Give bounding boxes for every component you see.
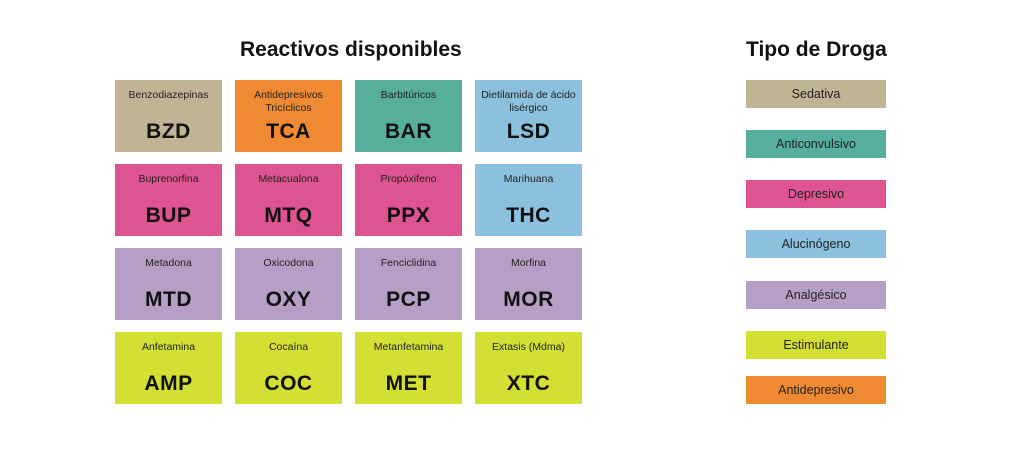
reagent-code: BZD <box>146 120 191 143</box>
reagent-cell-lsd: Dietilamida de ácido lisérgico LSD <box>475 80 582 152</box>
reagent-code: PPX <box>386 204 431 227</box>
reagent-code: OXY <box>265 288 312 311</box>
legend-item-antidepresivo: Antidepresivo <box>746 376 886 404</box>
reagent-code: MTQ <box>264 204 313 227</box>
reagent-cell-bup: Buprenorfina BUP <box>115 164 222 236</box>
reagent-code: LSD <box>506 120 551 143</box>
reagent-cell-met: Metanfetamina MET <box>355 332 462 404</box>
reagent-cell-coc: Cocaína COC <box>235 332 342 404</box>
legend-item-alucinogeno: Alucinógeno <box>746 230 886 258</box>
reagent-code: MOR <box>503 288 554 311</box>
reagent-cell-mtd: Metadona MTD <box>115 248 222 320</box>
reagent-name: Propóxifeno <box>380 173 437 185</box>
legend-item-anticonvulsivo: Anticonvulsivo <box>746 130 886 158</box>
reagent-code: PCP <box>386 288 431 311</box>
reagent-code: MTD <box>145 288 192 311</box>
reagent-cell-mtq: Metacualona MTQ <box>235 164 342 236</box>
reagent-name: Antidepresivos Tricíclicos <box>254 89 323 114</box>
reagent-name: Fenciclidina <box>380 257 437 269</box>
reagent-cell-tca: Antidepresivos Tricíclicos TCA <box>235 80 342 152</box>
reagent-name: Metacualona <box>258 173 319 185</box>
reagent-name: Metadona <box>145 257 192 269</box>
reagent-cell-bar: Barbitúricos BAR <box>355 80 462 152</box>
reagent-cell-mor: Morfina MOR <box>475 248 582 320</box>
legend-item-analgesico: Analgésico <box>746 281 886 309</box>
reagent-name: Buprenorfina <box>138 173 199 185</box>
reagent-name: Metanfetamina <box>373 341 444 353</box>
legend-item-estimulante: Estimulante <box>746 331 886 359</box>
reagent-code: XTC <box>506 372 551 395</box>
reagent-code: TCA <box>266 120 311 143</box>
reactivos-title: Reactivos disponibles <box>240 38 462 61</box>
reagent-cell-ppx: Propóxifeno PPX <box>355 164 462 236</box>
reagent-code: COC <box>264 372 313 395</box>
reagent-name: Anfetamina <box>141 341 196 353</box>
reagent-code: AMP <box>144 372 193 395</box>
reagent-code: MET <box>385 372 432 395</box>
reagent-code: BUP <box>145 204 192 227</box>
reagent-name: Benzodiazepinas <box>128 89 209 101</box>
legend-item-sedativa: Sedativa <box>746 80 886 108</box>
reagent-code: BAR <box>385 120 432 143</box>
reagent-name: Barbitúricos <box>380 89 437 101</box>
reagent-cell-thc: Marihuana THC <box>475 164 582 236</box>
reagent-cell-bzd: Benzodiazepinas BZD <box>115 80 222 152</box>
reagent-name: Cocaína <box>268 341 309 353</box>
reagent-name: Extasis (Mdma) <box>492 341 565 353</box>
legend-item-depresivo: Depresivo <box>746 180 886 208</box>
reagent-name: Morfina <box>510 257 546 269</box>
reagent-code: THC <box>506 204 551 227</box>
reagent-name: Marihuana <box>503 173 554 185</box>
reagent-cell-amp: Anfetamina AMP <box>115 332 222 404</box>
reagent-cell-oxy: Oxicodona OXY <box>235 248 342 320</box>
legend-title: Tipo de Droga <box>746 38 887 61</box>
reagent-name: Oxicodona <box>263 257 314 269</box>
reagent-cell-xtc: Extasis (Mdma) XTC <box>475 332 582 404</box>
reagent-name: Dietilamida de ácido lisérgico <box>481 89 576 114</box>
reagent-cell-pcp: Fenciclidina PCP <box>355 248 462 320</box>
